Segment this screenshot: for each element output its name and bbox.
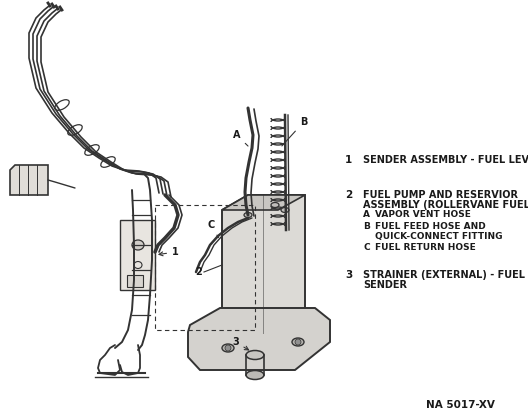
Text: A: A	[363, 210, 370, 219]
Ellipse shape	[271, 203, 279, 208]
Ellipse shape	[222, 324, 305, 342]
Ellipse shape	[244, 212, 252, 217]
Ellipse shape	[292, 338, 304, 346]
Polygon shape	[10, 165, 48, 195]
Text: B: B	[282, 117, 307, 146]
Text: C: C	[363, 243, 370, 252]
Text: C: C	[207, 220, 219, 238]
Text: STRAINER (EXTERNAL) - FUEL: STRAINER (EXTERNAL) - FUEL	[363, 270, 525, 280]
Circle shape	[295, 339, 301, 345]
Text: 1: 1	[345, 155, 352, 165]
Text: A: A	[233, 130, 248, 146]
Text: FUEL RETURN HOSE: FUEL RETURN HOSE	[375, 243, 476, 252]
Text: SENDER: SENDER	[363, 280, 407, 290]
Text: 3: 3	[232, 337, 249, 350]
Ellipse shape	[222, 344, 234, 352]
Ellipse shape	[281, 208, 289, 212]
Circle shape	[225, 345, 231, 351]
Text: SENDER ASSEMBLY - FUEL LEVEL: SENDER ASSEMBLY - FUEL LEVEL	[363, 155, 528, 165]
Text: 2: 2	[345, 190, 352, 200]
Text: 3: 3	[345, 270, 352, 280]
Text: VAPOR VENT HOSE: VAPOR VENT HOSE	[375, 210, 471, 219]
Text: 2: 2	[195, 267, 202, 277]
Text: ASSEMBLY (ROLLERVANE FUEL): ASSEMBLY (ROLLERVANE FUEL)	[363, 200, 528, 210]
Ellipse shape	[132, 240, 144, 250]
Polygon shape	[222, 195, 305, 333]
Polygon shape	[222, 195, 305, 210]
Text: B: B	[363, 222, 370, 231]
Text: QUICK-CONNECT FITTING: QUICK-CONNECT FITTING	[375, 232, 503, 241]
Polygon shape	[188, 308, 330, 370]
Text: 1: 1	[159, 247, 179, 257]
Polygon shape	[120, 220, 155, 290]
Text: FUEL FEED HOSE AND: FUEL FEED HOSE AND	[375, 222, 486, 231]
Ellipse shape	[246, 351, 264, 360]
Bar	[127, 275, 143, 287]
Text: NA 5017-XV: NA 5017-XV	[426, 400, 494, 410]
Ellipse shape	[246, 370, 264, 379]
Text: FUEL PUMP AND RESERVIOR: FUEL PUMP AND RESERVIOR	[363, 190, 518, 200]
